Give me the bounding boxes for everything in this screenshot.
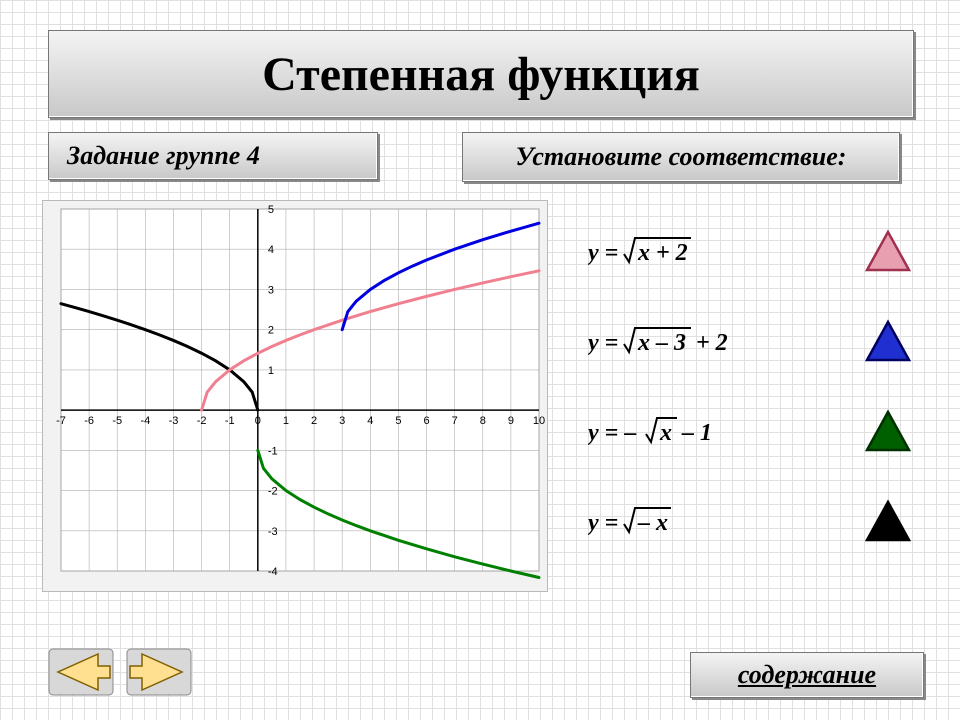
triangle-0[interactable] (858, 206, 918, 296)
equation-0[interactable]: y = x + 2 (588, 206, 808, 296)
svg-text:– x: – x (637, 510, 668, 536)
svg-text:x: x (659, 420, 672, 446)
svg-text:3: 3 (268, 284, 274, 296)
triangle-icon (863, 318, 913, 364)
svg-text:-5: -5 (112, 415, 122, 427)
svg-text:-4: -4 (140, 415, 150, 427)
svg-text:10: 10 (533, 415, 545, 427)
svg-text:5: 5 (395, 415, 401, 427)
svg-text:-3: -3 (268, 526, 278, 538)
svg-text:-2: -2 (268, 486, 278, 498)
subtitle-left: Задание группе 4 (48, 132, 378, 180)
triangle-2[interactable] (858, 386, 918, 476)
nav-arrow-icon (48, 648, 114, 696)
svg-text:y =: y = (588, 510, 618, 536)
equation-2[interactable]: y = – x – 1 (588, 386, 808, 476)
equation-svg: y = – x (588, 498, 808, 544)
svg-text:2: 2 (268, 325, 274, 337)
svg-text:x – 3: x – 3 (637, 330, 686, 356)
triangle-1[interactable] (858, 296, 918, 386)
svg-text:-3: -3 (169, 415, 179, 427)
triangle-column (858, 206, 918, 566)
svg-text:-7: -7 (56, 415, 66, 427)
chart-panel: -7-6-5-4-3-2-1012345678910-4-3-2-112345 (42, 200, 548, 592)
svg-text:-4: -4 (268, 566, 278, 578)
subtitle-right: Установите соответствие: (462, 132, 900, 182)
svg-text:-6: -6 (84, 415, 94, 427)
nav-arrow-icon (126, 648, 192, 696)
svg-text:-2: -2 (197, 415, 207, 427)
equation-svg: y = x + 2 (588, 228, 808, 274)
svg-text:4: 4 (367, 415, 373, 427)
equation-3[interactable]: y = – x (588, 476, 808, 566)
chart-svg: -7-6-5-4-3-2-1012345678910-4-3-2-112345 (43, 201, 547, 591)
svg-text:y =: y = (588, 330, 618, 356)
svg-text:5: 5 (268, 204, 274, 216)
equation-svg: y = – x – 1 (588, 408, 808, 454)
slide-title: Степенная функция (48, 30, 914, 118)
svg-text:9: 9 (508, 415, 514, 427)
triangle-icon (863, 408, 913, 454)
svg-text:y = –: y = – (588, 420, 636, 446)
equation-1[interactable]: y = x – 3 + 2 (588, 296, 808, 386)
svg-text:– 1: – 1 (681, 420, 712, 446)
nav-prev-button[interactable] (48, 648, 114, 696)
svg-text:8: 8 (480, 415, 486, 427)
equation-column: y = x + 2y = x – 3 + 2y = – x – 1y = – x (588, 206, 808, 566)
svg-text:3: 3 (339, 415, 345, 427)
svg-text:4: 4 (268, 244, 274, 256)
svg-text:7: 7 (452, 415, 458, 427)
svg-text:1: 1 (268, 365, 274, 377)
triangle-icon (863, 498, 913, 544)
svg-text:y =: y = (588, 240, 618, 266)
triangle-3[interactable] (858, 476, 918, 566)
svg-text:-1: -1 (225, 415, 235, 427)
svg-text:2: 2 (311, 415, 317, 427)
equation-svg: y = x – 3 + 2 (588, 318, 808, 364)
toc-link[interactable]: содержание (690, 652, 924, 698)
nav-next-button[interactable] (126, 648, 192, 696)
svg-text:6: 6 (423, 415, 429, 427)
svg-text:x + 2: x + 2 (637, 240, 688, 266)
triangle-icon (863, 228, 913, 274)
plot-bg (61, 209, 539, 571)
svg-text:+ 2: + 2 (696, 330, 728, 356)
svg-text:1: 1 (283, 415, 289, 427)
svg-text:-1: -1 (268, 445, 278, 457)
